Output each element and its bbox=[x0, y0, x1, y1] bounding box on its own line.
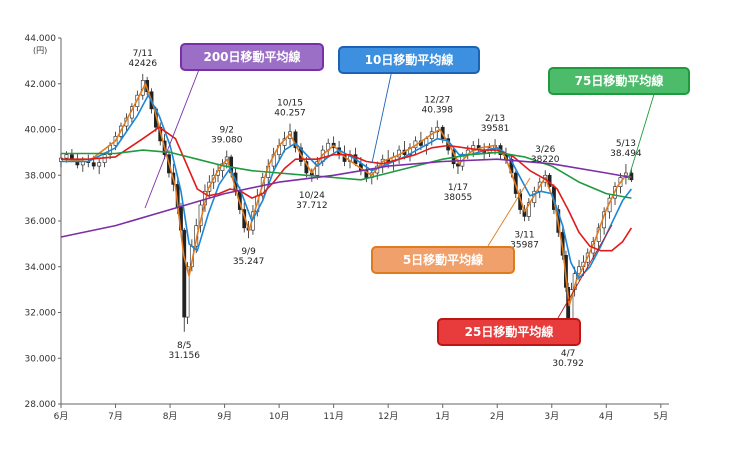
x-tick-label: 1月 bbox=[435, 411, 450, 422]
x-tick-label: 12月 bbox=[378, 411, 398, 422]
series-line bbox=[61, 149, 632, 199]
annotation-value: 40.257 bbox=[274, 109, 306, 119]
annotation-value: 38220 bbox=[531, 155, 560, 165]
callout-pointer bbox=[627, 90, 656, 181]
candlestick bbox=[59, 153, 63, 168]
x-tick-label: 5月 bbox=[653, 411, 668, 422]
candlestick bbox=[331, 136, 336, 153]
annotation-date: 4/7 bbox=[561, 349, 575, 359]
y-tick-label: 34.000 bbox=[25, 263, 57, 273]
x-tick-label: 3月 bbox=[544, 411, 559, 422]
annotation-date: 9/9 bbox=[241, 247, 256, 257]
annotation-date: 10/15 bbox=[277, 99, 303, 109]
y-tick-label: 28.000 bbox=[25, 400, 57, 410]
callout-75d: 75日移動平均線 bbox=[548, 67, 690, 95]
annotation-value: 42426 bbox=[128, 59, 157, 69]
y-tick-label: 32.000 bbox=[25, 309, 57, 319]
series-line bbox=[60, 158, 632, 238]
callout-pointer bbox=[557, 224, 613, 319]
annotation-date: 8/5 bbox=[177, 341, 191, 351]
series-line bbox=[61, 94, 633, 279]
y-tick-label: 38.000 bbox=[25, 171, 57, 181]
annotation-value: 38055 bbox=[444, 193, 473, 203]
callout-200d: 200日移動平均線 bbox=[180, 43, 324, 71]
y-tick-label: 30.000 bbox=[25, 354, 57, 364]
x-tick-label: 7月 bbox=[108, 411, 123, 422]
candlestick bbox=[624, 163, 628, 185]
candlestick bbox=[220, 159, 225, 178]
callout-pointer bbox=[144, 66, 201, 209]
x-axis: 6月 7月 8月 9月 10月 11月 12月 1月 2月 3月 4月 5月 bbox=[54, 403, 669, 422]
series-line bbox=[60, 83, 632, 307]
y-tick-label: 44.000 bbox=[25, 34, 57, 44]
y-tick-label: 42.000 bbox=[25, 80, 57, 90]
candlestick bbox=[326, 138, 331, 157]
annotation-value: 39.080 bbox=[211, 136, 243, 146]
x-tick-label: 11月 bbox=[323, 411, 343, 422]
y-tick-label: 40.000 bbox=[25, 126, 57, 136]
annotation-value: 39581 bbox=[481, 124, 510, 134]
candlestick bbox=[629, 168, 634, 183]
annotation-date: 9/2 bbox=[220, 126, 234, 136]
x-tick-label: 10月 bbox=[269, 411, 289, 422]
y-axis: 28.000 30.000 32.000 34.000 36.000 38.000 40.0… bbox=[25, 34, 62, 410]
x-tick-label: 8月 bbox=[163, 411, 178, 422]
callout-5d: 5日移動平均線 bbox=[371, 246, 515, 274]
candlestick bbox=[526, 198, 531, 221]
callout-pointer bbox=[371, 69, 393, 164]
annotation-value: 38.494 bbox=[610, 149, 642, 159]
candlestick bbox=[97, 158, 102, 175]
x-tick-label: 4月 bbox=[599, 411, 614, 422]
annotation-date: 2/13 bbox=[485, 114, 505, 124]
candlestick bbox=[182, 227, 187, 332]
annotation-date: 3/11 bbox=[514, 230, 534, 240]
annotation-value: 37.712 bbox=[296, 201, 328, 211]
y-tick-label: 36.000 bbox=[25, 217, 57, 227]
callout-10d: 10日移動平均線 bbox=[338, 46, 480, 74]
annotation-value: 30.792 bbox=[552, 359, 584, 369]
series-line bbox=[61, 126, 633, 252]
annotation-date: 3/26 bbox=[535, 145, 555, 155]
moving-average-lines bbox=[60, 83, 633, 307]
annotation-value: 35987 bbox=[510, 240, 539, 250]
callout-25d: 25日移動平均線 bbox=[437, 318, 581, 346]
annotation-date: 1/17 bbox=[448, 183, 468, 193]
annotation-date: 10/24 bbox=[299, 191, 325, 201]
callout-pointer bbox=[487, 177, 531, 247]
unit-label: (円) bbox=[33, 46, 47, 55]
annotation-date: 12/27 bbox=[424, 95, 450, 105]
annotation-date: 7/11 bbox=[133, 49, 153, 59]
annotation-date: 5/13 bbox=[616, 139, 636, 149]
x-tick-label: 2月 bbox=[490, 411, 505, 422]
x-tick-label: 6月 bbox=[54, 411, 69, 422]
annotation-value: 35.247 bbox=[233, 257, 265, 267]
annotation-value: 40.398 bbox=[422, 105, 454, 115]
annotation-value: 31.156 bbox=[168, 351, 200, 361]
callout-pointers bbox=[144, 66, 656, 319]
x-tick-label: 9月 bbox=[217, 411, 232, 422]
